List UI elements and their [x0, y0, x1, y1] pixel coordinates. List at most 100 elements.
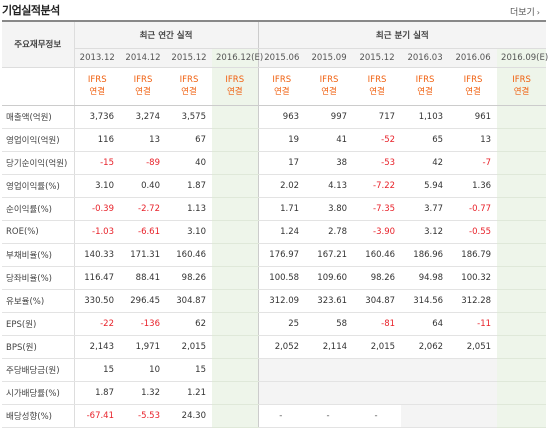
- table-cell: 160.46: [166, 242, 212, 267]
- basis-scope: 연결: [417, 87, 433, 97]
- table-cell: 1.32: [120, 381, 166, 405]
- basis-header: IFRS 연결: [212, 67, 259, 106]
- table-cell: -81: [353, 311, 402, 336]
- period-header: 2013.12: [74, 48, 120, 68]
- basis-standard: IFRS: [272, 75, 292, 85]
- basis-scope: 연결: [321, 87, 337, 97]
- table-row: 주당배당금(원) 15 10 15: [2, 357, 547, 382]
- table-cell: 65: [401, 128, 450, 152]
- table-cell: 3.10: [166, 220, 212, 244]
- table-cell: 304.87: [166, 289, 212, 313]
- table-cell: 13: [120, 128, 166, 152]
- annual-group-header: 최근 연간 실적: [74, 20, 259, 49]
- basis-scope: 연결: [465, 87, 481, 97]
- table-cell: [497, 173, 547, 198]
- basis-header: IFRS 연결: [258, 67, 306, 106]
- table-cell: -67.41: [74, 404, 120, 428]
- table-cell: [212, 311, 259, 336]
- table-cell: 100.32: [449, 266, 498, 290]
- table-cell: 116: [74, 128, 120, 152]
- table-cell: [212, 105, 259, 129]
- table-cell: 186.96: [401, 242, 450, 267]
- table-cell: 1.87: [74, 381, 120, 405]
- basis-scope: 연결: [369, 87, 385, 97]
- table-cell: 94.98: [401, 266, 450, 290]
- table-cell: 58: [305, 311, 354, 336]
- basis-header: IFRS 연결: [401, 67, 450, 106]
- table-row: ROE(%) -1.03 -6.61 3.10 1.24 2.78 -3.90 3.12 -0.…: [2, 220, 547, 244]
- table-cell: [212, 381, 259, 405]
- period-header: 2016.03: [401, 48, 450, 68]
- table-cell: [212, 242, 259, 267]
- row-label: 당기순이익(억원): [2, 151, 75, 175]
- table-cell: [497, 404, 547, 428]
- table-row: BPS(원) 2,143 1,971 2,015 2,052 2,114 2,015 2,06…: [2, 335, 547, 359]
- row-label: 주당배당금(원): [2, 357, 75, 382]
- row-label: 영업이익(억원): [2, 128, 75, 152]
- table-cell: [212, 404, 259, 428]
- table-cell: [212, 266, 259, 290]
- table-cell: [497, 381, 547, 405]
- row-label: BPS(원): [2, 335, 75, 359]
- table-cell: -5.53: [120, 404, 166, 428]
- basis-header: IFRS 연결: [449, 67, 498, 106]
- table-cell: 3,575: [166, 105, 212, 129]
- basis-scope: 연결: [135, 87, 151, 97]
- more-label: 더보기: [509, 8, 535, 18]
- row-label: 영업이익률(%): [2, 173, 75, 198]
- table-cell: 62: [166, 311, 212, 336]
- table-cell: 25: [258, 311, 306, 336]
- basis-standard: IFRS: [415, 75, 435, 85]
- table-cell: -11: [449, 311, 498, 336]
- row-label: 시가배당률(%): [2, 381, 75, 405]
- table-cell: -7.22: [353, 173, 402, 198]
- table-row: 당좌비율(%) 116.47 88.41 98.26 100.58 109.60 98.26…: [2, 266, 547, 290]
- table-cell: [258, 381, 306, 405]
- table-cell: [497, 242, 547, 267]
- table-cell: [212, 173, 259, 198]
- table-row: 영업이익(억원) 116 13 67 19 41 -52 65 13: [2, 128, 547, 152]
- basis-header-row: IFRS 연결 IFRS 연결 IFRS 연결 IFRS 연결 IFRS 연결 IFRS 연결 IFRS…: [2, 67, 547, 106]
- table-cell: 4.13: [305, 173, 354, 198]
- table-cell: 15: [166, 357, 212, 382]
- table-cell: [497, 335, 547, 359]
- period-header: 2016.12(E): [212, 48, 263, 68]
- table-cell: [353, 357, 402, 382]
- period-header: 2014.12: [120, 48, 166, 68]
- period-header: 2015.09: [305, 48, 354, 68]
- table-cell: [212, 151, 259, 175]
- table-cell: 1.71: [258, 197, 306, 221]
- table-cell: 13: [449, 128, 498, 152]
- table-cell: 323.61: [305, 289, 354, 313]
- table-cell: [212, 220, 259, 244]
- basis-scope: 연결: [273, 87, 290, 97]
- table-cell: 40: [166, 151, 212, 175]
- section-title: 기업실적분석: [2, 4, 60, 17]
- table-cell: -15: [74, 151, 120, 175]
- table-cell: 98.26: [353, 266, 402, 290]
- table-cell: [401, 357, 450, 382]
- table-cell: 312.28: [449, 289, 498, 313]
- table-cell: 2,051: [449, 335, 498, 359]
- basis-standard: IFRS: [87, 75, 107, 85]
- table-cell: [212, 289, 259, 313]
- table-cell: [258, 357, 306, 382]
- table-cell: [497, 357, 547, 382]
- table-cell: 98.26: [166, 266, 212, 290]
- table-cell: 24.30: [166, 404, 212, 428]
- more-link[interactable]: 더보기 ›: [510, 5, 540, 18]
- table-cell: 1.13: [166, 197, 212, 221]
- table-cell: [212, 357, 259, 382]
- table-cell: 963: [258, 105, 306, 129]
- table-cell: [497, 289, 547, 313]
- table-cell: [212, 335, 259, 359]
- table-cell: 312.09: [258, 289, 306, 313]
- basis-standard: IFRS: [179, 75, 199, 85]
- table-row: 유보율(%) 330.50 296.45 304.87 312.09 323.61 304.…: [2, 289, 547, 313]
- table-row: 시가배당률(%) 1.87 1.32 1.21: [2, 381, 547, 405]
- table-cell: [401, 381, 450, 405]
- basis-header: IFRS 연결: [353, 67, 402, 106]
- table-cell: -3.90: [353, 220, 402, 244]
- basis-scope: 연결: [89, 87, 106, 97]
